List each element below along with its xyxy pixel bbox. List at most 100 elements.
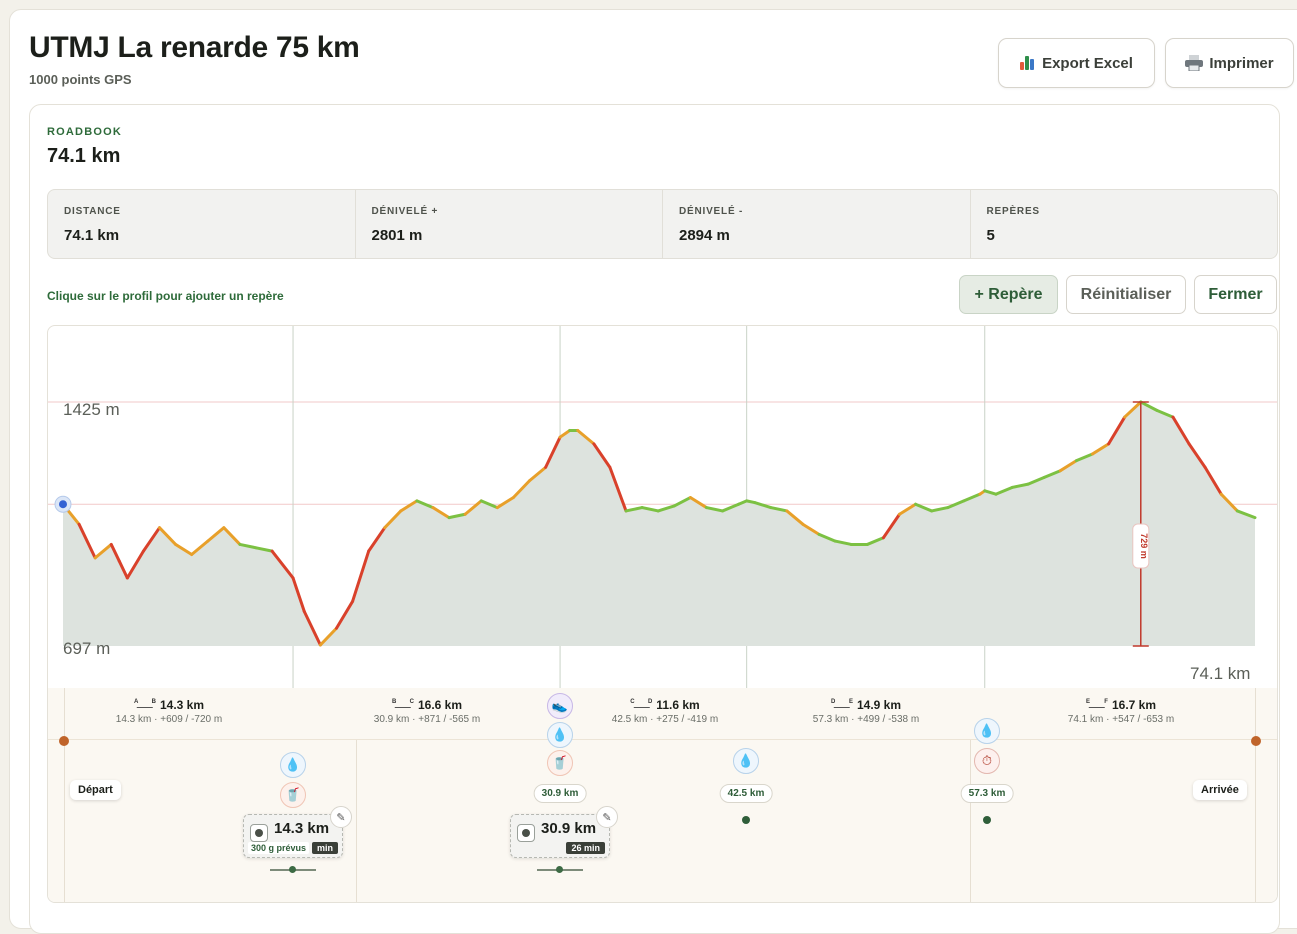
profile-segment [897,502,918,516]
profile-segment [817,532,837,543]
timer-icon[interactable]: ⏱ [974,748,1000,774]
stat-label: DÉNIVELÉ + [371,206,439,217]
shoe-icon[interactable]: 👟 [547,693,573,719]
profile-segment [914,502,934,513]
start-handle[interactable] [59,736,69,746]
roadbook-distance: 74.1 km [47,145,121,167]
edit-icon[interactable]: ✎ [596,806,618,828]
min-elevation-label: 697 m [63,639,111,658]
profile-segment [254,546,274,553]
elevation-profile[interactable]: 729 m 1425 m 697 m 74.1 km A B 14.3 km 14.… [47,325,1278,903]
food-icon[interactable]: 🥤 [280,782,306,808]
marker-planned: 300 g prévus [248,842,310,854]
end-handle[interactable] [1251,736,1261,746]
profile-segment [672,496,692,508]
profile-segment [302,609,322,647]
water-icon[interactable]: 💧 [974,718,1000,744]
profile-segment [431,506,451,520]
stat-label: DÉNIVELÉ - [679,206,744,217]
profile-segment [351,549,371,603]
profile-segment [158,526,178,546]
marker-card-31km[interactable]: 30.9 km 26 min [510,814,610,858]
camera-icon [250,824,268,842]
profile-segment [753,501,773,510]
page-title: UTMJ La renarde 75 km [29,31,360,64]
profile-segment [1203,465,1223,496]
gps-points-count: 1000 points GPS [29,72,132,87]
elevation-chart-svg[interactable]: 729 m [48,326,1278,903]
camera-icon [517,824,535,842]
water-icon[interactable]: 💧 [280,752,306,778]
profile-segment [399,499,419,513]
profile-segment [983,489,998,496]
marker-slider[interactable] [270,866,316,874]
profile-segment [1026,475,1046,486]
start-label: Départ [70,780,121,800]
profile-segment [656,504,676,513]
marker-pill[interactable]: 30.9 km [533,784,587,803]
max-elevation-label: 1425 m [63,400,120,419]
profile-segment [174,542,194,556]
profile-segment [1107,415,1127,446]
close-button[interactable]: Fermer [1194,275,1277,314]
profile-segment [511,479,532,500]
profile-segment [833,539,853,546]
divider [64,688,65,902]
profile-segment [608,465,628,513]
profile-segment [769,506,789,513]
stat-value: 2801 m [371,227,423,244]
edit-icon[interactable]: ✎ [330,806,352,828]
water-icon[interactable]: 💧 [547,722,573,748]
profile-segment [544,435,562,469]
add-marker-button[interactable]: + Repère [959,275,1058,314]
stat-label: REPÈRES [986,206,1040,217]
profile-segment [318,626,338,647]
marker-dot[interactable] [742,816,750,824]
export-excel-button[interactable]: Export Excel [998,38,1155,88]
marker-pill[interactable]: 57.3 km [960,784,1014,803]
profile-segment [125,549,145,580]
profile-segment [1187,442,1207,469]
profile-segment [865,536,885,546]
segment-detail: 74.1 km · +547 / -653 m [1067,714,1175,725]
markers-zone[interactable]: A B 14.3 km 14.3 km · +609 / -720 m B C 16.6… [48,688,1277,902]
profile-segment [688,496,708,510]
climb-badge [1132,523,1150,569]
marker-slider[interactable] [537,866,583,874]
marker-dot[interactable] [983,816,991,824]
reset-button[interactable]: Réinitialiser [1066,275,1186,314]
profile-segment [1171,415,1191,446]
profile-hint: Clique sur le profil pour ajouter un rep… [47,289,284,303]
food-icon[interactable]: 🥤 [547,750,573,776]
profile-segment [994,485,1014,496]
profile-segment [558,428,572,439]
profile-segment [93,542,113,560]
marker-pill[interactable]: 42.5 km [719,784,773,803]
print-label: Imprimer [1209,54,1274,72]
profile-segment [528,465,548,483]
water-icon[interactable]: 💧 [733,748,759,774]
profile-segment [270,549,295,580]
marker-card-14km[interactable]: 14.3 km min 300 g prévus [243,814,343,858]
divider [1255,688,1256,902]
profile-segment [624,506,644,513]
divider [356,740,357,902]
profile-segment [334,599,355,630]
stat-value: 5 [986,227,995,244]
profile-area [63,402,1255,646]
chart-icon [1020,55,1036,71]
profile-segment [495,496,515,510]
stat-value: 2894 m [679,227,730,244]
profile-segment [801,522,821,536]
profile-segment [109,542,121,563]
print-button[interactable]: Imprimer [1165,38,1294,88]
profile-segment [415,499,435,510]
profile-segment [946,499,966,510]
marker-duration: 26 min [566,842,605,854]
start-point [59,500,67,509]
export-excel-label: Export Excel [1042,54,1133,72]
profile-segment [238,542,258,550]
profile-segment [1235,509,1257,520]
